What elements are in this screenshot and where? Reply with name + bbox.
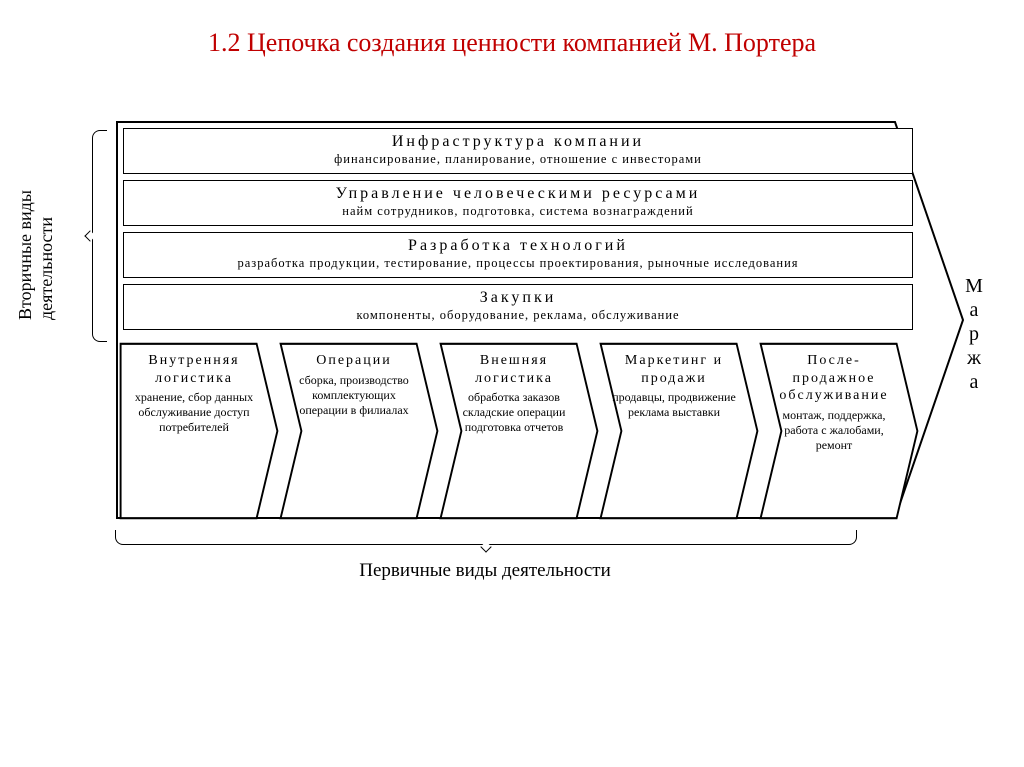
primary-title: Операции [316,352,392,370]
support-title: Инфраструктура компании [130,133,906,151]
support-row-infrastructure: Инфраструктура компании финансирование, … [123,128,913,174]
support-row-technology: Разработка технологий разработка продукц… [123,232,913,278]
primary-desc: монтаж, поддержка, работа с жалобами, ре… [771,408,897,453]
primary-desc: продавцы, продвижение реклама выставки [611,390,737,420]
support-subtitle: финансирование, планирование, отношение … [130,152,906,167]
primary-title: Внутренняя логистика [131,352,257,387]
support-activities-stack: Инфраструктура компании финансирование, … [123,128,913,336]
primary-title: Внешняя логистика [451,352,577,387]
support-row-procurement: Закупки компоненты, оборудование, реклам… [123,284,913,330]
primary-activities-row: Внутренняя логистика хранение, сбор данн… [119,342,919,520]
primary-chevron-operations: Операции сборка, производство комплектую… [279,342,439,520]
support-title: Управление человеческими ресурсами [130,185,906,203]
support-subtitle: разработка продукции, тестирование, проц… [130,256,906,271]
primary-title: Маркетинг и продажи [611,352,737,387]
primary-activities-label: Первичные виды деятельности [115,560,855,582]
primary-chevron-marketing-sales: Маркетинг и продажи продавцы, продвижени… [599,342,759,520]
primary-desc: обработка заказов складские операции под… [451,390,577,435]
primary-chevron-inbound-logistics: Внутренняя логистика хранение, сбор данн… [119,342,279,520]
support-subtitle: компоненты, оборудование, реклама, обслу… [130,308,906,323]
secondary-activities-label: Вторичные виды деятельности [15,190,57,320]
primary-desc: сборка, производство комплектующих опера… [291,373,417,418]
margin-label: Маржа [962,275,985,395]
primary-brace [115,530,857,545]
support-title: Закупки [130,289,906,307]
primary-chevron-service: После-продажное обслуживание монтаж, под… [759,342,919,520]
support-row-hr: Управление человеческими ресурсами найм … [123,180,913,226]
secondary-brace [92,130,107,342]
primary-desc: хранение, сбор данных обслуживание досту… [131,390,257,435]
primary-title: После-продажное обслуживание [771,352,897,405]
big-arrow-container: Инфраструктура компании финансирование, … [115,120,965,520]
support-subtitle: найм сотрудников, подготовка, система во… [130,204,906,219]
page-title: 1.2 Цепочка создания ценности компанией … [0,0,1024,68]
support-title: Разработка технологий [130,237,906,255]
primary-chevron-outbound-logistics: Внешняя логистика обработка заказов скла… [439,342,599,520]
